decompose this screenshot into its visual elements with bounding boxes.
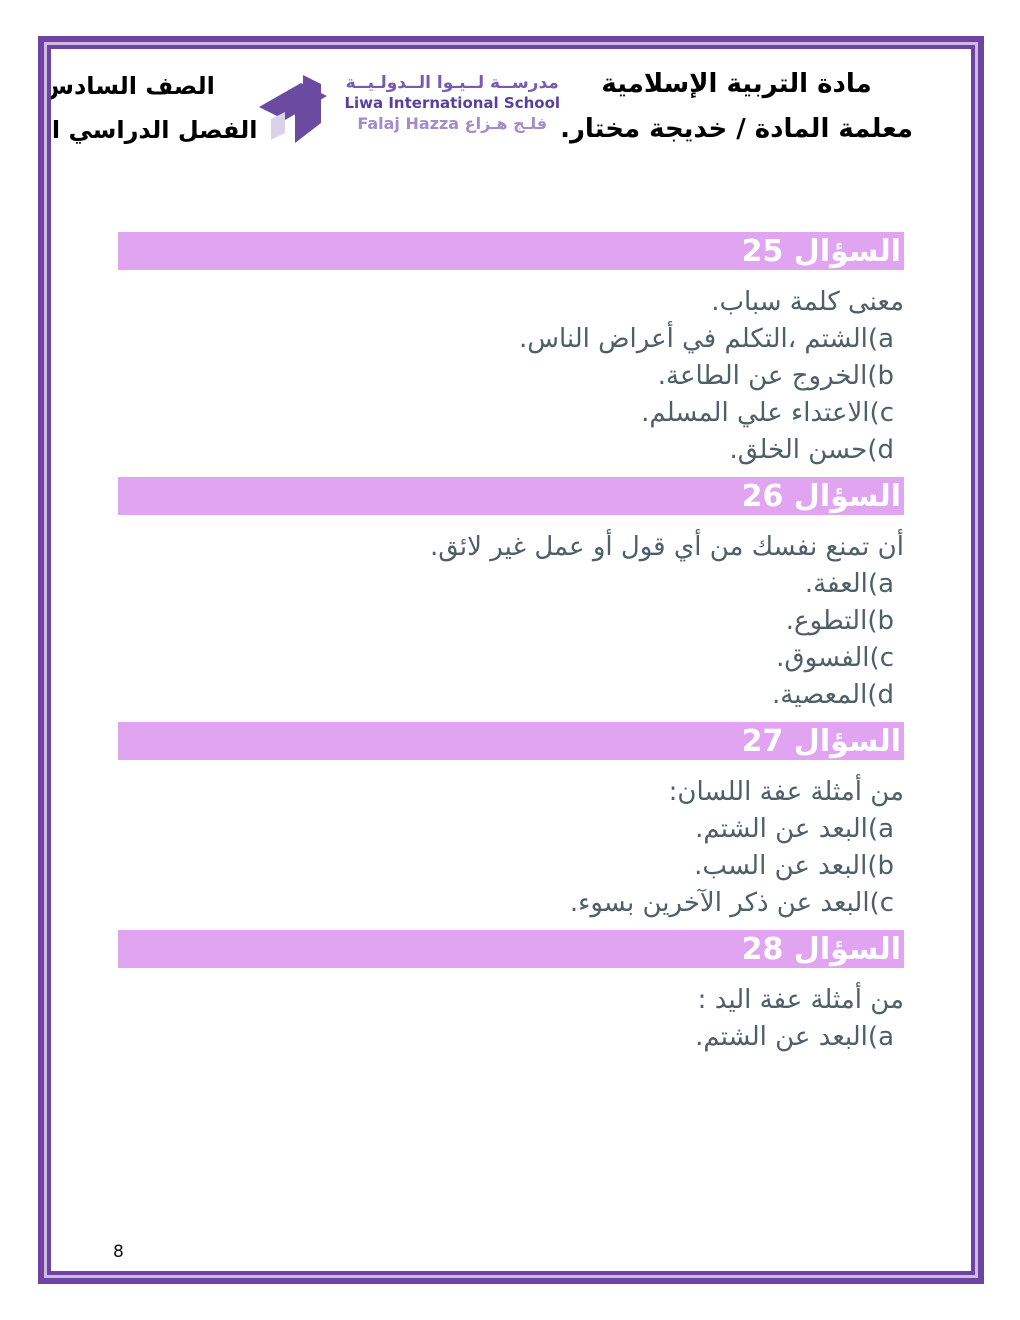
question-block-26: السؤال 26 أن تمنع نفسك من أي قول أو عمل … <box>118 477 904 714</box>
subject-info-block: مادة التربية الإسلامية معلمة المادة / خد… <box>560 62 913 152</box>
question-banner: السؤال 28 <box>118 930 904 968</box>
option-letter: b) <box>867 851 894 881</box>
question-body: أن تمنع نفسك من أي قول أو عمل غير لائق. … <box>118 529 904 714</box>
option-letter: c) <box>869 643 894 673</box>
option-row: a)البعد عن الشتم. <box>118 811 904 848</box>
option-letter: c) <box>869 398 894 428</box>
option-letter: a) <box>867 1022 894 1052</box>
option-letter: b) <box>867 361 894 391</box>
option-letter: d) <box>867 435 894 465</box>
school-branch: فلـج هـزاع Falaj Hazza <box>357 114 548 133</box>
option-letter: a) <box>867 814 894 844</box>
page-number: 8 <box>113 1242 124 1262</box>
question-stem: من أمثلة عفة اللسان: <box>668 777 904 807</box>
option-text: البعد عن الشتم. <box>695 1022 868 1052</box>
liwa-flag-logo-icon <box>257 67 335 153</box>
option-row: d)المعصية. <box>118 677 904 714</box>
page-border-outer: مادة التربية الإسلامية معلمة المادة / خد… <box>38 36 984 1284</box>
page-header: مادة التربية الإسلامية معلمة المادة / خد… <box>51 49 971 162</box>
option-row: c)الفسوق. <box>118 640 904 677</box>
option-text: الشتم ،التكلم في أعراض الناس. <box>518 324 868 354</box>
option-text: الخروج عن الطاعة. <box>657 361 868 391</box>
option-text: المعصية. <box>772 680 868 710</box>
option-row: c)الاعتداء علي المسلم. <box>118 395 904 432</box>
option-row: d)حسن الخلق. <box>118 432 904 469</box>
option-text: الاعتداء علي المسلم. <box>641 398 870 428</box>
option-letter: d) <box>867 680 894 710</box>
option-row: a)العفة. <box>118 566 904 603</box>
option-row: a)الشتم ،التكلم في أعراض الناس. <box>118 321 904 358</box>
question-block-25: السؤال 25 معنى كلمة سباب. a)الشتم ،التكل… <box>118 232 904 469</box>
option-row: b)الخروج عن الطاعة. <box>118 358 904 395</box>
question-stem: أن تمنع نفسك من أي قول أو عمل غير لائق. <box>429 532 904 562</box>
question-stem: من أمثلة عفة اليد : <box>697 985 904 1015</box>
option-text: البعد عن السب. <box>694 851 868 881</box>
option-text: البعد عن ذكر الآخرين بسوء. <box>569 888 870 918</box>
grade-label: الصف السادس <box>47 72 215 100</box>
question-body: معنى كلمة سباب. a)الشتم ،التكلم في أعراض… <box>118 284 904 469</box>
option-letter: c) <box>869 888 894 918</box>
option-text: العفة. <box>804 569 868 599</box>
option-text: البعد عن الشتم. <box>695 814 868 844</box>
option-row: a)البعد عن الشتم. <box>118 1019 904 1056</box>
option-letter: a) <box>867 569 894 599</box>
subject-title: مادة التربية الإسلامية <box>601 69 872 99</box>
page-border-middle: مادة التربية الإسلامية معلمة المادة / خد… <box>44 42 978 1278</box>
question-block-28: السؤال 28 من أمثلة عفة اليد : a)البعد عن… <box>118 930 904 1056</box>
option-text: الفسوق. <box>776 643 870 673</box>
option-row: b)البعد عن السب. <box>118 848 904 885</box>
page-border-inner: مادة التربية الإسلامية معلمة المادة / خد… <box>47 45 975 1275</box>
question-banner: السؤال 26 <box>118 477 904 515</box>
school-logo-text: مدرســة لــيـوا الــدولـيــة Liwa Intern… <box>344 67 560 134</box>
term-label: الفصل الدراسي الأول <box>51 116 258 144</box>
option-row: b)التطوع. <box>118 603 904 640</box>
option-row: c)البعد عن ذكر الآخرين بسوء. <box>118 885 904 922</box>
question-body: من أمثلة عفة اللسان: a)البعد عن الشتم. b… <box>118 774 904 922</box>
school-name-english: Liwa International School <box>344 94 561 112</box>
school-logo: مدرســة لــيـوا الــدولـيــة Liwa Intern… <box>257 62 560 153</box>
option-text: التطوع. <box>785 606 868 636</box>
class-info-block: الصف السادس الفصل الدراسي الأول <box>47 62 258 152</box>
question-stem: معنى كلمة سباب. <box>711 287 904 317</box>
question-block-27: السؤال 27 من أمثلة عفة اللسان: a)البعد ع… <box>118 722 904 922</box>
option-text: حسن الخلق. <box>729 435 868 465</box>
question-banner: السؤال 27 <box>118 722 904 760</box>
question-body: من أمثلة عفة اليد : a)البعد عن الشتم. <box>118 982 904 1056</box>
school-name-arabic: مدرســة لــيـوا الــدولـيــة <box>345 73 559 93</box>
teacher-name: معلمة المادة / خديجة مختار. <box>560 114 913 144</box>
questions-area: السؤال 25 معنى كلمة سباب. a)الشتم ،التكل… <box>118 232 904 1056</box>
option-letter: a) <box>867 324 894 354</box>
question-banner: السؤال 25 <box>118 232 904 270</box>
option-letter: b) <box>867 606 894 636</box>
